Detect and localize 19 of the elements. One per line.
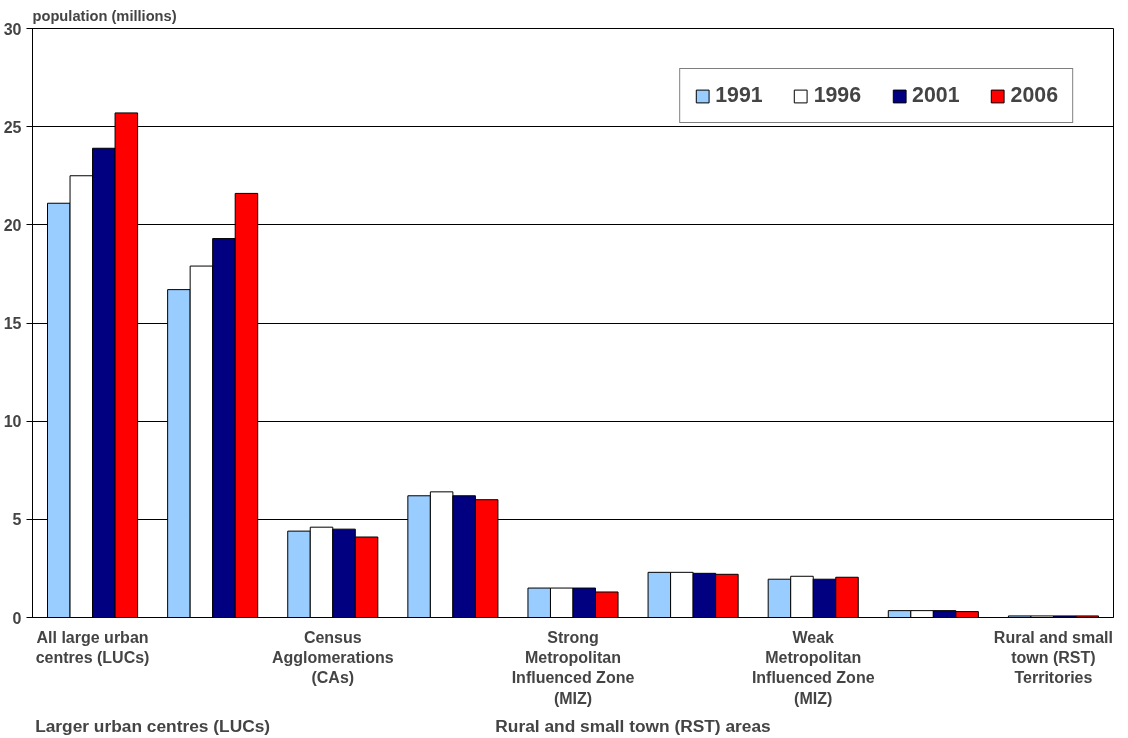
legend-label: 1991	[715, 83, 763, 108]
legend-label: 2006	[1010, 83, 1058, 108]
text: Rural and small town (RST) areas	[495, 715, 771, 736]
y-tick-label: 25	[3, 118, 22, 136]
text: Larger urban centres (LUCs)	[35, 715, 271, 736]
x-tick-label: Census Agglomerations (CAs)	[271, 628, 394, 687]
y-tick-label: 5	[12, 511, 22, 529]
x-tick-label: All large urban centres (LUCs)	[35, 628, 150, 666]
y-tick-label: 10	[3, 413, 22, 431]
y-axis-title: population (millions)	[32, 7, 177, 24]
y-tick-label: 15	[3, 315, 22, 332]
legend-label: 2001	[912, 83, 960, 108]
x-tick-label: Strong Metropolitan Influenced Zone (MIZ)	[511, 628, 635, 707]
y-tick-label: 30	[3, 20, 22, 38]
y-tick-label: 20	[3, 216, 22, 234]
x-tick-label: Weak Metropolitan Influenced Zone (MIZ)	[751, 628, 875, 707]
legend-label: 1996	[813, 83, 862, 108]
x-tick-label: Rural and small town (RST) Territories	[993, 628, 1114, 687]
y-tick-label: 0	[12, 609, 22, 627]
